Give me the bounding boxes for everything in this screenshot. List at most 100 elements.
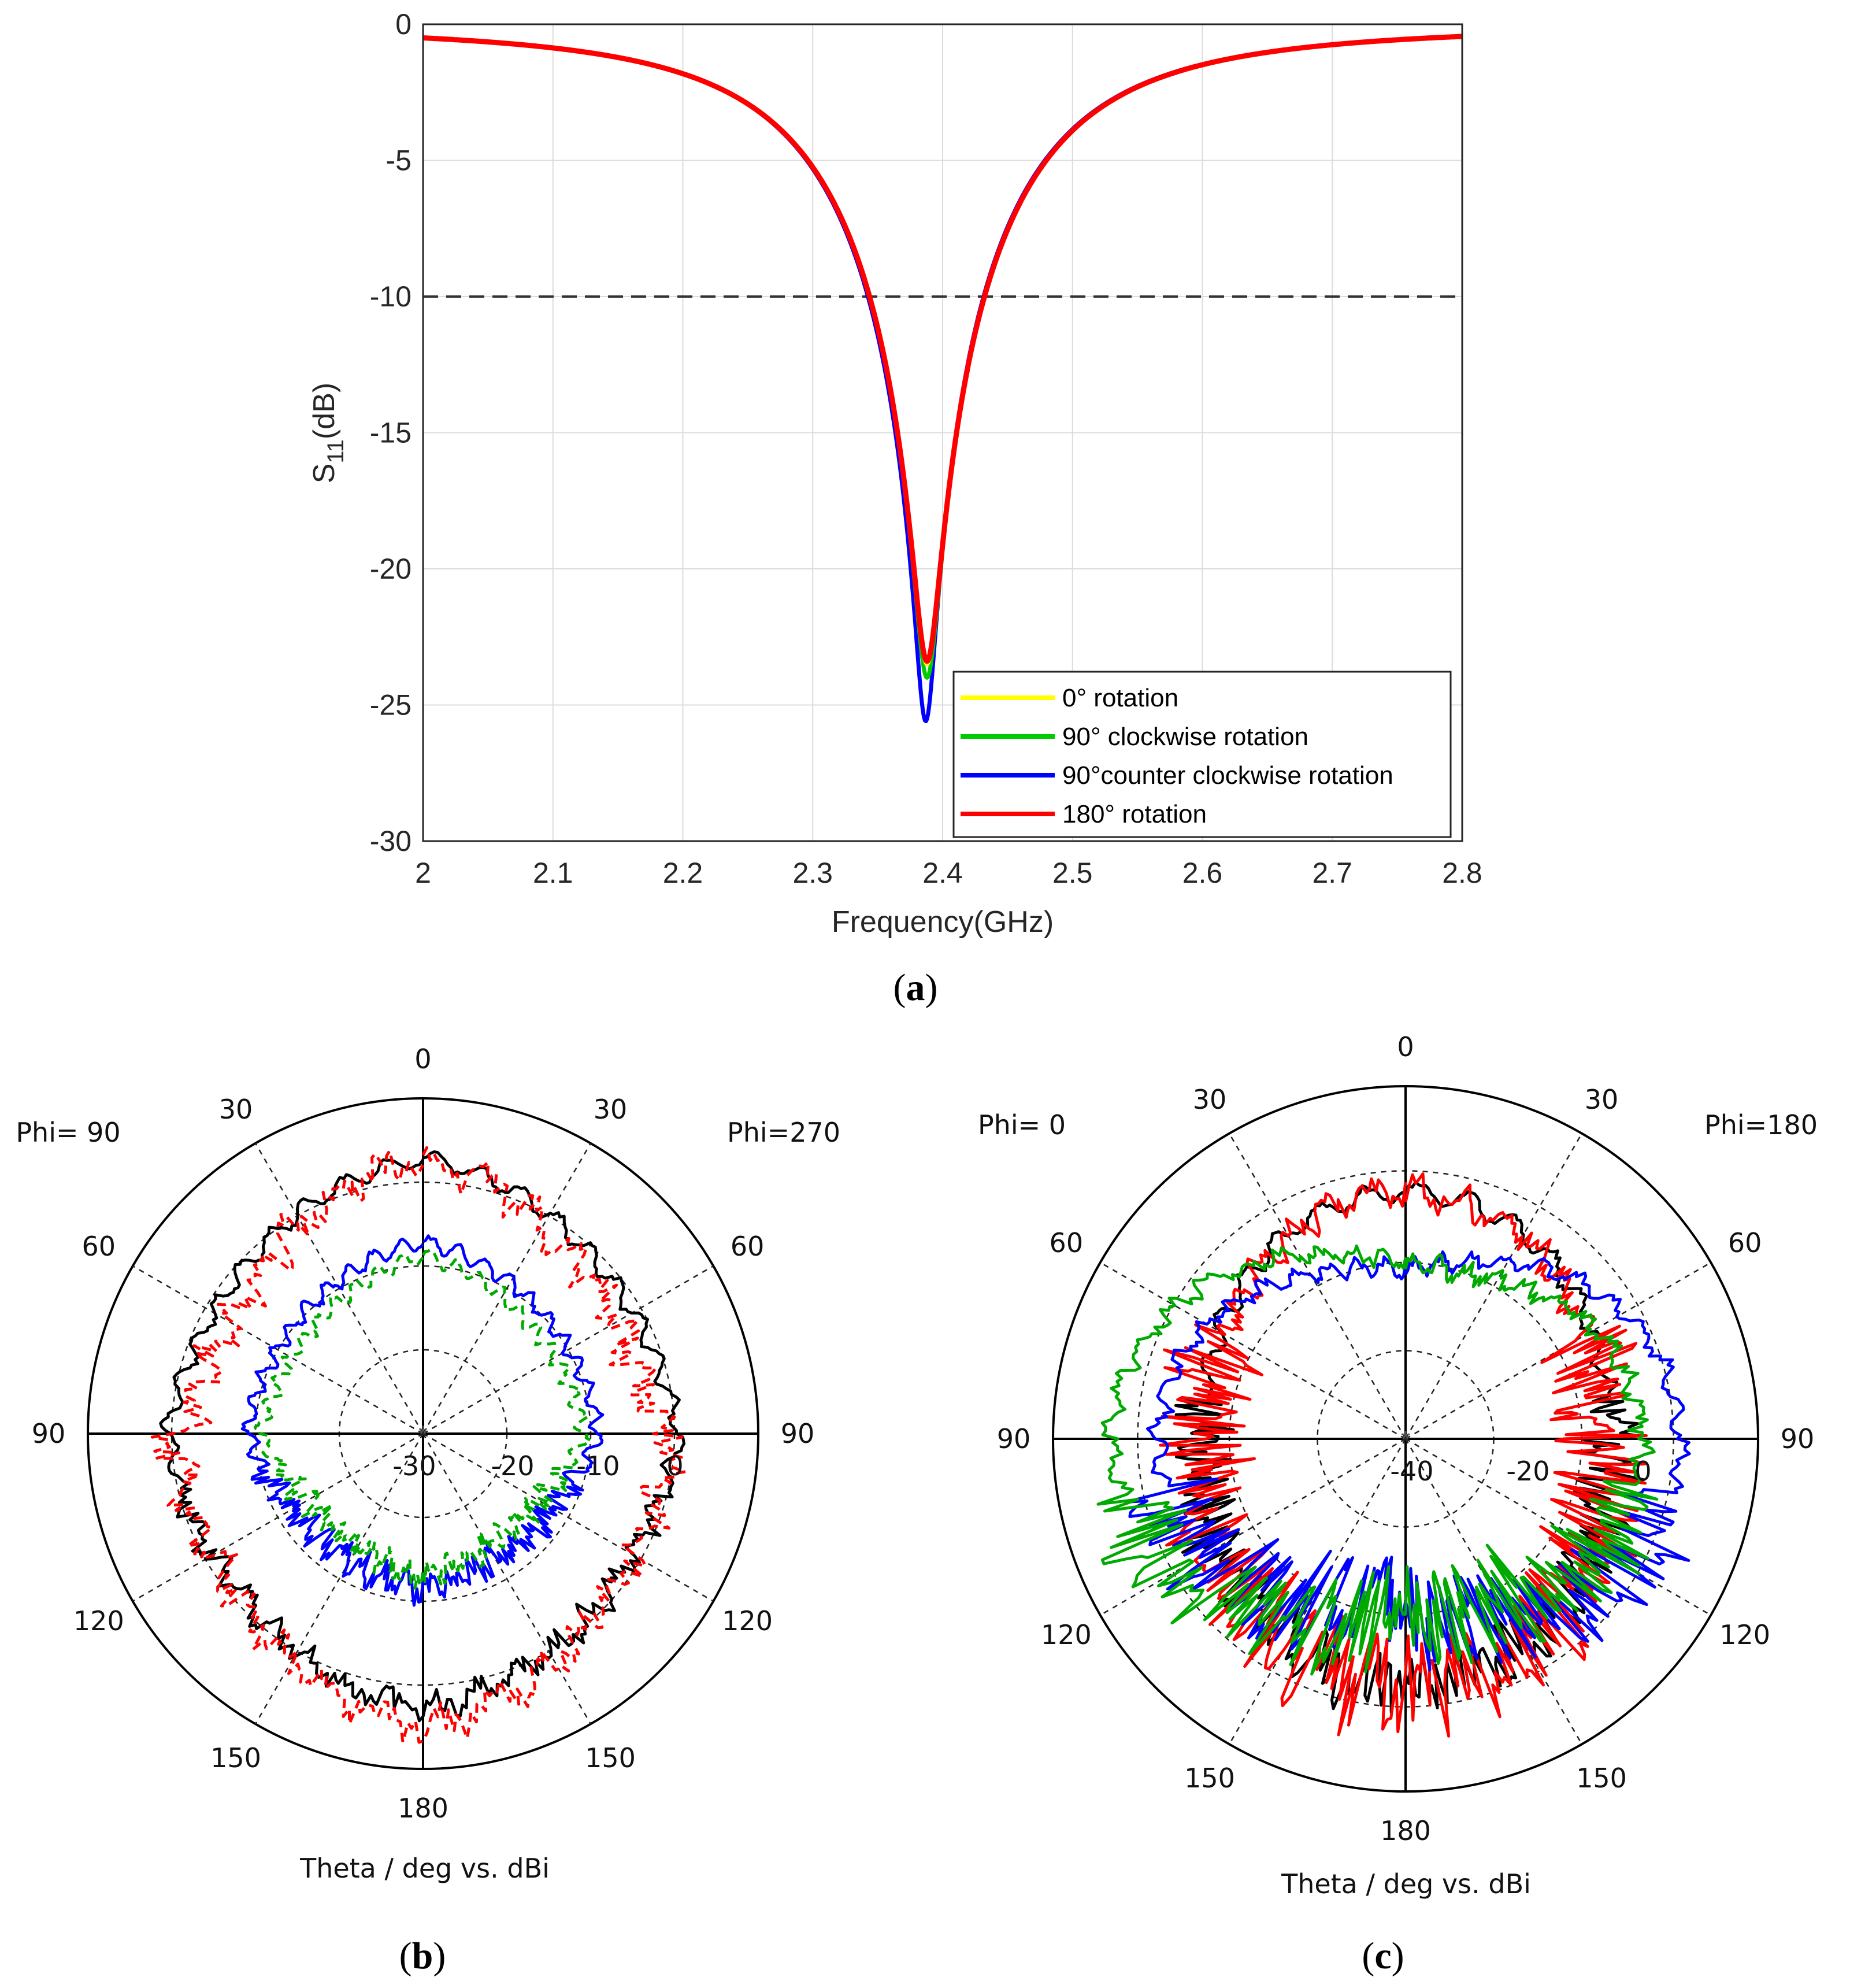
b-angle-label: 30: [219, 1094, 253, 1125]
c-angle-label: 180: [1380, 1815, 1431, 1846]
c-radial-label: -20: [1506, 1456, 1549, 1487]
a-x-tick-labels: 2 2.1 2.2 2.3 2.4 2.5 2.6 2.7 2.8: [415, 857, 1482, 889]
b-left-phi-label: Phi= 90: [16, 1117, 120, 1148]
a-x-tick: 2.3: [792, 857, 833, 889]
panel-b-polar-plot: * 0 30 30 60 60 90 90 120 120 150 150 180 -30 -20 -10…: [16, 1043, 840, 1977]
b-pattern-traces: [150, 1146, 687, 1744]
a-legend-label: 0° rotation: [1062, 684, 1178, 712]
b-angle-label: 120: [73, 1605, 124, 1637]
c-spoke: [1100, 1438, 1406, 1616]
b-angle-label: 60: [731, 1231, 765, 1262]
c-spoke: [1100, 1261, 1406, 1440]
c-left-phi-label: Phi= 0: [978, 1109, 1066, 1141]
a-y-tick: -10: [370, 280, 411, 313]
c-angle-label: 90: [1781, 1423, 1815, 1454]
a-y-tick: -30: [370, 825, 411, 857]
c-angle-label: 120: [1041, 1619, 1092, 1650]
a-x-tick: 2.2: [663, 857, 703, 889]
c-spoke: [1228, 1133, 1407, 1439]
c-spoke: [1405, 1438, 1711, 1616]
b-spoke: [422, 1432, 714, 1602]
c-angle-label: 150: [1576, 1763, 1627, 1794]
b-angle-label: 0: [414, 1043, 431, 1075]
c-right-phi-label: Phi=180: [1704, 1109, 1818, 1141]
b-radial-label: -20: [491, 1450, 534, 1482]
c-center-mark: *: [1401, 1427, 1410, 1452]
a-y-tick: -20: [370, 553, 411, 585]
c-angle-label: 30: [1585, 1084, 1619, 1115]
b-angle-labels: 0 30 30 60 60 90 90 120 120 150 150 180: [32, 1043, 815, 1824]
b-right-phi-label: Phi=270: [727, 1117, 840, 1148]
a-y-tick: -15: [370, 417, 411, 449]
b-spoke: [132, 1432, 424, 1602]
a-y-tick-labels: 0 -5 -10 -15 -20 -25 -30: [370, 8, 411, 857]
a-y-axis-label: S11(dB): [307, 383, 349, 483]
b-radial-label: -10: [576, 1450, 620, 1482]
c-angle-label: 0: [1397, 1031, 1414, 1063]
a-axes-frame: [422, 23, 1463, 842]
a-x-tick: 2: [415, 857, 431, 889]
b-angle-label: 150: [210, 1742, 261, 1774]
c-caption: (c): [1362, 1935, 1404, 1977]
b-angle-label: 60: [82, 1231, 116, 1262]
a-series-lines: [421, 34, 1464, 724]
a-x-tick: 2.6: [1182, 857, 1223, 889]
b-trace-0: [159, 1150, 685, 1723]
a-legend: 0° rotation 90° clockwise rotation 90°coun…: [952, 671, 1452, 838]
panel-a-s11-plot: 2 2.1 2.2 2.3 2.4 2.5 2.6 2.7 2.8 0 -5 -10 -15 -20 -2…: [307, 8, 1482, 1009]
a-x-axis-label: Frequency(GHz): [832, 905, 1054, 939]
b-spoke: [422, 1143, 592, 1434]
b-spoke: [132, 1265, 424, 1435]
b-trace-3: [253, 1248, 592, 1590]
a-x-tick: 2.4: [922, 857, 963, 889]
b-radial-label: -30: [392, 1450, 436, 1482]
c-angle-label: 120: [1719, 1619, 1770, 1650]
c-angle-label: 60: [1728, 1227, 1762, 1258]
a-y-tick: 0: [395, 8, 411, 40]
c-radial-labels: -40 -20 0: [1390, 1456, 1651, 1487]
c-pattern-traces: [1096, 1172, 1691, 1738]
a-x-tick: 2.8: [1442, 857, 1482, 889]
b-spoke: [422, 1265, 714, 1435]
a-y-tick: -25: [370, 689, 411, 721]
c-angle-label: 30: [1193, 1084, 1227, 1115]
c-angle-label: 150: [1184, 1763, 1235, 1794]
c-trace-3: [1096, 1244, 1659, 1676]
b-radial-label: 0: [666, 1450, 683, 1482]
c-radial-label: 0: [1634, 1456, 1651, 1487]
c-spoke: [1404, 1133, 1583, 1439]
c-angle-labels: 0 30 30 60 60 90 90 120 120 150 150 180: [997, 1031, 1815, 1846]
a-x-tick: 2.5: [1052, 857, 1093, 889]
b-angle-label: 150: [585, 1742, 636, 1774]
c-spoke: [1405, 1261, 1711, 1440]
b-angle-label: 90: [32, 1418, 66, 1449]
b-angle-label: 30: [594, 1094, 628, 1125]
c-angle-label: 90: [997, 1423, 1031, 1454]
a-x-tick: 2.1: [533, 857, 573, 889]
c-radial-label: -40: [1390, 1456, 1433, 1487]
b-caption: (b): [399, 1935, 446, 1977]
a-caption: (a): [894, 967, 938, 1009]
c-theta-label: Theta / deg vs. dBi: [1281, 1868, 1531, 1900]
a-legend-label: 180° rotation: [1062, 800, 1207, 828]
b-radial-labels: -30 -20 -10 0: [392, 1450, 683, 1482]
b-angle-label: 120: [722, 1605, 773, 1637]
a-legend-box: [952, 671, 1452, 838]
a-y-tick: -5: [386, 145, 411, 177]
b-spoke: [254, 1433, 424, 1724]
panel-c-polar-plot: * 0 30 30 60 60 90 90 120 120 150 150 180 -40 -20 0 P…: [978, 1031, 1818, 1977]
b-trace-1: [150, 1146, 687, 1744]
a-series-line-3: [421, 34, 1464, 664]
a-x-tick: 2.7: [1312, 857, 1352, 889]
c-angle-label: 60: [1050, 1227, 1084, 1258]
c-trace-1: [1159, 1172, 1648, 1738]
a-legend-label: 90° clockwise rotation: [1062, 723, 1308, 751]
c-spoke: [1404, 1438, 1583, 1745]
b-spoke: [422, 1433, 592, 1724]
b-center-mark: *: [418, 1421, 428, 1447]
b-theta-label: Theta / deg vs. dBi: [299, 1853, 550, 1884]
a-legend-label: 90°counter clockwise rotation: [1062, 761, 1393, 790]
b-angle-label: 90: [781, 1418, 815, 1449]
b-angle-label: 180: [398, 1793, 448, 1824]
